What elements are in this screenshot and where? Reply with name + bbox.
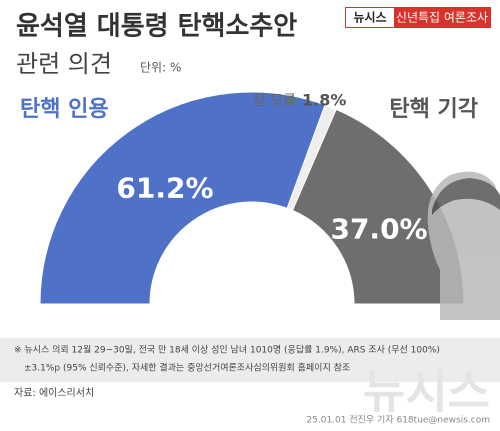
chart-title: 윤석열 대통령 탄핵소추안 [16, 12, 297, 42]
photo [427, 171, 500, 320]
source: 자료: 에이스리서치 [14, 387, 94, 399]
chart: 탄핵 인용 61.2% 잘 모름 1.8% 탄핵 기각 37.0% [20, 91, 478, 305]
category-label: 잘 모름 [253, 93, 296, 109]
value-label: 1.8% [302, 91, 346, 110]
footnote: ±3.1%p (95% 신뢰수준), 자세한 결과는 중앙선거여론조사심의위원회… [24, 362, 350, 374]
category-label: 탄핵 기각 [389, 97, 478, 122]
footnote-box [0, 338, 500, 382]
watermark: 뉴시스 [363, 365, 490, 419]
badge-brand-box [346, 8, 394, 27]
chart-subtitle: 관련 의견 [16, 50, 112, 78]
badge-brand: 뉴시스 [353, 11, 386, 25]
footnote: ※ 뉴시스 의뢰 12월 29~30일, 전국 만 18세 이상 성인 남녀 1… [14, 344, 440, 356]
badge-label: 신년특집 여론조사 [396, 11, 488, 25]
credit: 25.01.01 전진우 기자 618tue@newsis.com [306, 415, 490, 426]
value-label: 37.0% [330, 213, 427, 246]
category-label: 탄핵 인용 [20, 97, 109, 122]
arc-segment [39, 91, 326, 305]
unit-label: 단위: % [140, 61, 181, 75]
value-label: 61.2% [116, 171, 213, 204]
